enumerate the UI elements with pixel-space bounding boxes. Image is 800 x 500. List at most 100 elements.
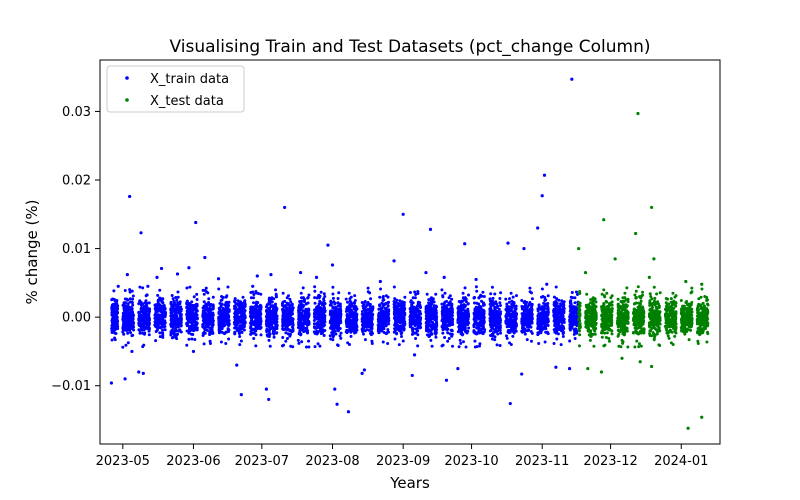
data-point — [160, 321, 164, 325]
data-point — [192, 311, 195, 315]
data-point — [176, 295, 180, 299]
data-point — [205, 325, 209, 329]
data-point — [496, 304, 500, 308]
data-point — [241, 295, 245, 299]
data-point — [131, 325, 135, 329]
data-point — [138, 312, 142, 316]
data-point — [190, 300, 194, 304]
data-point — [194, 323, 198, 327]
data-point — [142, 343, 146, 347]
data-point — [299, 332, 303, 336]
data-point — [307, 312, 311, 316]
data-point — [126, 302, 130, 306]
data-point — [537, 303, 541, 307]
data-point — [333, 329, 337, 333]
data-point — [171, 297, 175, 301]
data-point — [161, 328, 165, 332]
data-point — [395, 298, 399, 302]
data-point — [504, 297, 508, 301]
data-point — [138, 328, 142, 332]
data-point — [378, 295, 382, 299]
data-point — [392, 300, 396, 304]
data-point — [562, 300, 566, 304]
data-point — [413, 296, 417, 300]
data-point — [222, 323, 226, 327]
data-point — [451, 344, 455, 348]
data-point — [363, 300, 367, 304]
data-point — [345, 300, 349, 304]
data-point — [201, 288, 205, 292]
data-point — [450, 321, 454, 325]
data-point — [443, 291, 447, 295]
data-point — [418, 318, 422, 322]
data-point — [316, 342, 320, 346]
data-point — [205, 308, 209, 312]
data-point — [124, 301, 128, 305]
data-point — [211, 303, 215, 307]
data-point — [271, 331, 275, 335]
data-point — [427, 329, 431, 333]
data-point — [131, 333, 135, 337]
data-point — [301, 321, 305, 325]
data-point — [473, 339, 477, 343]
data-point — [339, 331, 343, 335]
data-point — [242, 310, 246, 314]
data-point — [511, 334, 515, 338]
data-point — [528, 286, 532, 290]
data-point — [114, 332, 118, 336]
data-point — [545, 317, 549, 321]
data-point — [354, 305, 358, 309]
data-point — [562, 307, 566, 311]
data-point — [179, 308, 183, 312]
data-point — [425, 292, 429, 296]
data-point — [525, 338, 529, 342]
data-point — [322, 329, 326, 333]
data-point — [419, 305, 422, 309]
data-point — [338, 326, 342, 330]
data-point — [146, 316, 150, 320]
data-point — [188, 303, 192, 307]
data-point — [211, 313, 215, 317]
data-point — [413, 331, 417, 335]
data-point — [459, 341, 463, 345]
data-point — [370, 322, 374, 326]
data-point — [233, 320, 237, 324]
data-point — [274, 331, 278, 335]
data-point — [138, 285, 142, 289]
data-point — [466, 313, 470, 317]
data-point — [115, 310, 119, 314]
data-point — [131, 319, 135, 323]
data-point — [474, 285, 478, 289]
data-point — [557, 308, 561, 312]
data-point — [573, 296, 577, 300]
data-point — [122, 306, 126, 310]
data-point — [541, 326, 545, 330]
data-point — [193, 337, 197, 341]
data-point — [472, 330, 476, 334]
data-point — [575, 308, 579, 312]
data-point — [413, 290, 417, 294]
data-point — [208, 341, 212, 345]
data-point — [354, 312, 358, 316]
data-point — [507, 300, 511, 304]
data-point — [282, 343, 286, 347]
data-point — [440, 288, 444, 292]
data-point — [379, 287, 383, 291]
data-point — [336, 343, 340, 347]
data-point — [242, 328, 246, 332]
data-point — [568, 339, 572, 343]
data-point — [447, 303, 451, 307]
data-point — [208, 309, 212, 313]
data-point — [537, 341, 541, 345]
data-point — [386, 301, 390, 305]
data-point — [479, 293, 483, 297]
data-point — [189, 317, 193, 321]
data-point — [509, 291, 513, 295]
data-point — [270, 300, 274, 304]
data-point — [561, 314, 565, 318]
data-point — [299, 291, 303, 295]
data-point — [319, 290, 323, 294]
data-point — [514, 312, 518, 316]
data-point — [123, 289, 127, 293]
